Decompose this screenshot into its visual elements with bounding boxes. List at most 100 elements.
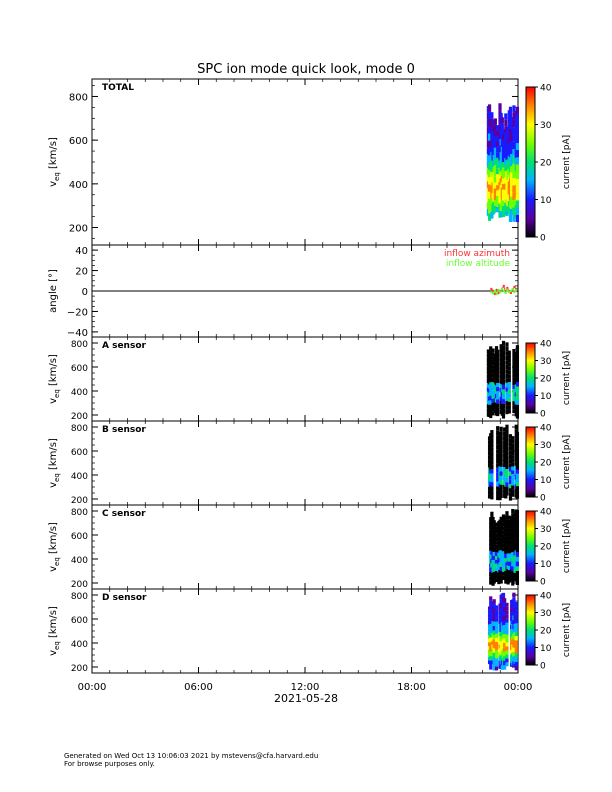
colorbar-tick-label: 20 [540, 543, 552, 553]
heatmap-cell [512, 207, 516, 215]
subscript-eq: eq [53, 473, 61, 482]
y-tick-label: 600 [69, 136, 88, 147]
heatmap-cell [498, 495, 502, 501]
heatmap-cell [515, 432, 520, 437]
colorbar-tick-label: 30 [540, 121, 552, 131]
heatmap-cell [501, 128, 506, 135]
heatmap-cell [494, 537, 499, 542]
colorbar-tick-label: 0 [540, 578, 546, 588]
heatmap-cell [499, 541, 503, 546]
heatmap-cell [515, 171, 520, 179]
heatmap-cell [508, 496, 513, 501]
heatmap-cell [496, 395, 500, 400]
heatmap-cell [511, 436, 515, 440]
y-tick-label: 600 [71, 448, 88, 458]
heatmap-cell [501, 547, 506, 552]
heatmap-cell [504, 494, 508, 499]
heatmap-cell [501, 559, 506, 564]
heatmap-cell [515, 494, 520, 499]
heatmap-cell [515, 533, 520, 539]
heatmap-cell [512, 409, 516, 414]
heatmap-cell [511, 575, 515, 581]
heatmap-cell [486, 349, 491, 354]
unit: [km/s] [48, 137, 59, 172]
colorbar-tick-label: 20 [540, 627, 552, 637]
heatmap-cell [507, 565, 511, 571]
heatmap-cell [492, 652, 496, 658]
heatmap-cell [491, 373, 495, 378]
heatmap-cell [494, 563, 499, 568]
x-tick-label: 00:00 [504, 682, 533, 693]
heatmap-cell [489, 368, 493, 374]
subscript-eq: eq [53, 389, 61, 398]
heatmap-cell [500, 117, 504, 124]
heatmap-cell [501, 538, 506, 544]
heatmap-cell [512, 214, 516, 222]
heatmap-cell [510, 166, 514, 173]
plot-frame [91, 420, 519, 506]
heatmap-cell [503, 642, 507, 648]
heatmap-cell [496, 185, 500, 191]
heatmap-cell [496, 382, 500, 388]
heatmap-cell [505, 654, 509, 659]
heatmap-cell [507, 409, 511, 414]
heatmap-cell [507, 385, 511, 390]
heatmap-cell [494, 633, 499, 638]
heatmap-cell [505, 602, 509, 607]
heatmap-cell [496, 435, 500, 440]
colorbar-tick-label: 30 [540, 609, 552, 619]
heatmap-cell [491, 402, 495, 408]
heatmap-cell [508, 442, 513, 447]
heatmap-cell [499, 533, 503, 538]
heatmap-cell [505, 486, 509, 492]
heatmap-cell [501, 389, 506, 395]
heatmap-cell [496, 174, 500, 180]
heatmap-cell [505, 642, 509, 647]
heatmap-cell [496, 486, 500, 491]
heatmap-cell [494, 666, 499, 671]
colorbar-tick-label: 40 [540, 508, 552, 518]
heatmap-cell [515, 490, 520, 495]
panel-label: C sensor [102, 509, 146, 519]
colorbar-scale [525, 594, 536, 666]
heatmap-cell [494, 662, 499, 667]
heatmap-cell [511, 462, 515, 467]
heatmap-cell [515, 448, 520, 453]
heatmap-cell [512, 361, 516, 366]
heatmap-cell [507, 578, 511, 583]
colorbar-scale [525, 426, 536, 498]
heatmap-cell [501, 518, 506, 523]
heatmap-cell [496, 490, 500, 496]
colorbar: 0 10 20 30 40 current [pA] [525, 424, 572, 504]
heatmap-cell [505, 355, 509, 361]
heatmap-cell [515, 381, 520, 387]
heatmap-cell [512, 357, 516, 362]
heatmap-cell [501, 173, 506, 179]
heatmap-cell [489, 655, 493, 661]
heatmap-cell [511, 470, 515, 475]
heatmap-cell [514, 644, 518, 649]
plot-frame [91, 336, 519, 422]
heatmap-cell [515, 552, 520, 557]
heatmap-cell [489, 391, 493, 396]
heatmap-cell [501, 345, 506, 351]
heatmap-cell [505, 482, 509, 487]
heatmap-cell [489, 350, 493, 356]
x-tick-label: 18:00 [397, 682, 426, 693]
heatmap-cell [501, 200, 506, 207]
heatmap-cell [487, 133, 492, 141]
heatmap-cell [493, 188, 497, 195]
heatmap-cell [501, 413, 506, 419]
heatmap-cell [492, 571, 496, 576]
heatmap-cell [505, 626, 509, 631]
heatmap-cell [496, 399, 500, 404]
heatmap-cell [487, 177, 492, 185]
heatmap-cell [493, 182, 497, 189]
heatmap-cell [508, 438, 513, 443]
colorbar-label: current [pA] [562, 435, 572, 489]
heatmap-cell [499, 566, 503, 572]
heatmap-cell [512, 163, 516, 171]
heatmap-cell [507, 519, 511, 525]
heatmap-cell [490, 469, 494, 474]
heatmap-cell [492, 551, 496, 556]
